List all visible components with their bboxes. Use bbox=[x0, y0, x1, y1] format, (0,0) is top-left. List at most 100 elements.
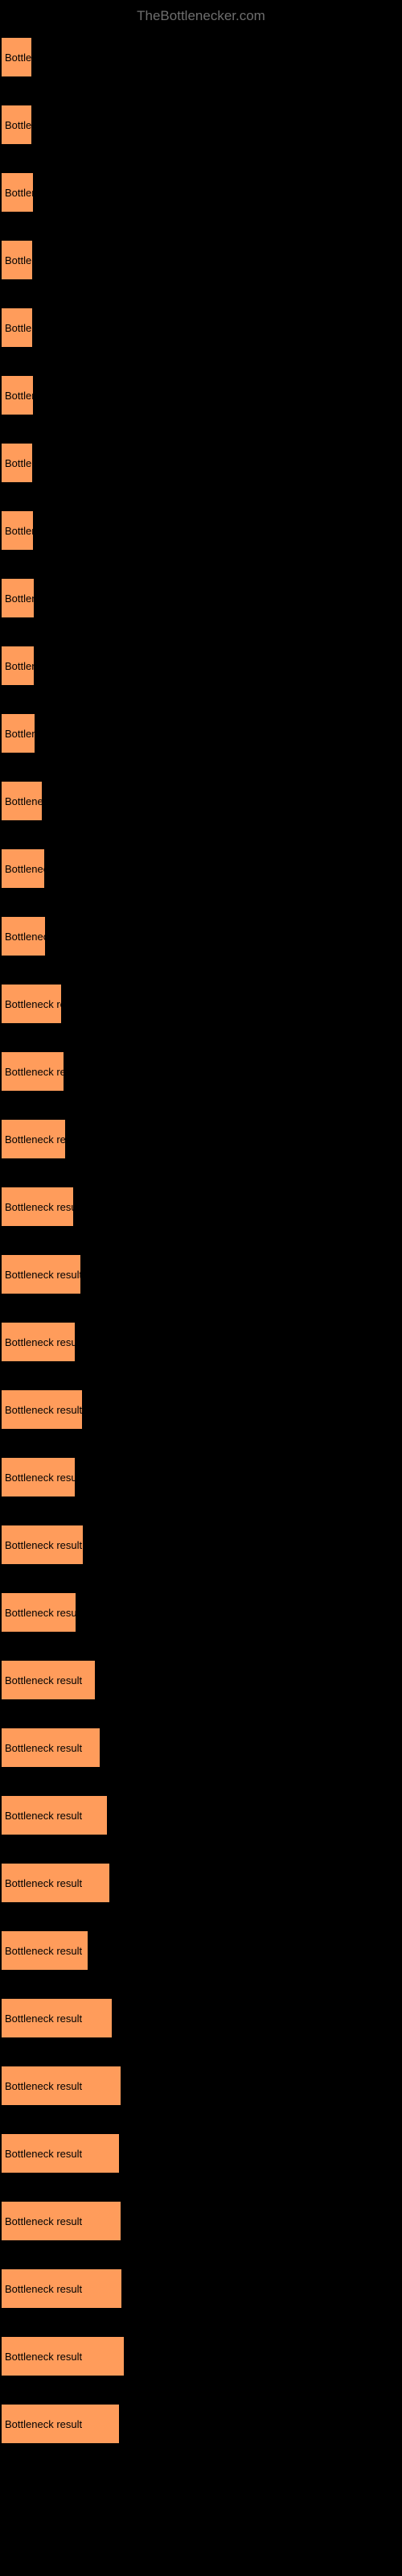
bar-row: Bottleneck re bbox=[0, 915, 402, 957]
bar-row: 49Bottleneck result bbox=[0, 2132, 402, 2174]
chart-bar: Bottleneck result bbox=[0, 2335, 125, 2377]
chart-bar: Bottleneck result bbox=[0, 1051, 65, 1092]
bar-label: Bottleneck bbox=[5, 187, 35, 199]
bar-label: Bottleneck result bbox=[5, 1810, 82, 1822]
bar-row: Bottleneck result bbox=[0, 1253, 402, 1295]
bar-label: Bottleneck bbox=[5, 525, 35, 537]
bar-label: Bottleneck result bbox=[5, 2215, 82, 2227]
chart-bar: Bottleneck bbox=[0, 239, 34, 281]
chart-bar: Bottleneck bbox=[0, 442, 34, 484]
bar-row: Bottleneck result bbox=[0, 1524, 402, 1566]
bar-row: Bottleneck re bbox=[0, 848, 402, 890]
bar-row: Bottleneck bbox=[0, 712, 402, 754]
chart-bar: Bottleneck result bbox=[0, 1186, 75, 1228]
bar-row: Bottleneck bbox=[0, 577, 402, 619]
chart-bar: Bottleneck bbox=[0, 104, 33, 146]
bar-label: Bottleneck result bbox=[5, 1201, 75, 1213]
chart-bar: Bottleneck result bbox=[0, 2065, 122, 2107]
bar-row: Bottleneck bbox=[0, 171, 402, 213]
bar-row: 50Bottleneck result bbox=[0, 2200, 402, 2242]
bar-label: Bottleneck result bbox=[5, 1742, 82, 1754]
chart-bar: Bottleneck bbox=[0, 712, 36, 754]
bar-row: Bottleneck result bbox=[0, 1456, 402, 1498]
chart-bar: Bottleneck bbox=[0, 171, 35, 213]
bar-row: Bottleneck bbox=[0, 442, 402, 484]
chart-bar: Bottleneck result bbox=[0, 1794, 109, 1836]
bar-label: Bottleneck result bbox=[5, 1472, 76, 1484]
chart-bar: Bottleneck result bbox=[0, 1659, 96, 1701]
bar-row: 4Bottleneck result bbox=[0, 1862, 402, 1904]
bar-row: Bottleneck bbox=[0, 239, 402, 281]
bar-label: Bottleneck result bbox=[5, 1269, 82, 1281]
bar-label: Bottleneck result bbox=[5, 2148, 82, 2160]
bar-row: Bottleneck result bbox=[0, 1591, 402, 1633]
chart-bar: Bottleneck result bbox=[0, 1253, 82, 1295]
bar-label: Bottleneck result bbox=[5, 1877, 82, 1889]
bar-label: Bottleneck bbox=[5, 254, 34, 266]
bar-row: Bottleneck bbox=[0, 645, 402, 687]
bar-label: Bottleneck result bbox=[5, 1539, 82, 1551]
bar-label: Bottleneck result bbox=[5, 2283, 82, 2295]
bar-label: Bottleneck result bbox=[5, 1945, 82, 1957]
bar-label: Bottleneck bbox=[5, 660, 35, 672]
bar-row: 4Bottleneck result bbox=[0, 1997, 402, 2039]
bar-row: Bottleneck bbox=[0, 104, 402, 146]
bar-row: Bottleneck result bbox=[0, 1051, 402, 1092]
bar-row: 4Bottleneck result bbox=[0, 1727, 402, 1769]
chart-bar: Bottleneck result bbox=[0, 2132, 121, 2174]
bar-row: Bottleneck bbox=[0, 510, 402, 551]
bar-row: 49Bottleneck result bbox=[0, 2403, 402, 2445]
bar-chart: Bottleneck Bottleneck Bottleneck Bottleneck… bbox=[0, 36, 402, 2445]
bar-label: Bottleneck result bbox=[5, 2080, 82, 2092]
chart-bar: Bottleneck result bbox=[0, 1727, 101, 1769]
bar-label: Bottleneck bbox=[5, 119, 33, 131]
bar-label: Bottleneck result bbox=[5, 1066, 65, 1078]
chart-bar: Bottleneck result bbox=[0, 2268, 123, 2310]
bar-label: Bottleneck bbox=[5, 322, 34, 334]
chart-bar: Bottleneck bbox=[0, 307, 34, 349]
chart-bar: Bottleneck bbox=[0, 36, 33, 78]
chart-bar: Bottleneck result bbox=[0, 1524, 84, 1566]
chart-bar: Bottleneck re bbox=[0, 848, 46, 890]
bar-label: Bottleneck result bbox=[5, 1133, 67, 1146]
bar-row: Bottleneck result bbox=[0, 1389, 402, 1430]
bar-label: Bottleneck bbox=[5, 52, 33, 64]
bar-row: 51Bottleneck result bbox=[0, 2335, 402, 2377]
bar-label: Bottleneck bbox=[5, 728, 36, 740]
bar-row: Bottleneck result bbox=[0, 983, 402, 1025]
chart-bar: Bottleneck bbox=[0, 374, 35, 416]
bar-label: Bottleneck result bbox=[5, 1607, 77, 1619]
chart-bar: Bottleneck result bbox=[0, 1997, 113, 2039]
bar-label: Bottleneck result bbox=[5, 2351, 82, 2363]
chart-bar: Bottleneck result bbox=[0, 1456, 76, 1498]
chart-bar: Bottleneck result bbox=[0, 1862, 111, 1904]
page-header: TheBottlenecker.com bbox=[0, 0, 402, 36]
bar-row: Bottleneck result bbox=[0, 1321, 402, 1363]
chart-bar: Bottleneck bbox=[0, 577, 35, 619]
bar-label: Bottleneck result bbox=[5, 2013, 82, 2025]
bar-label: Bottleneck re bbox=[5, 795, 43, 807]
bar-label: Bottleneck bbox=[5, 390, 35, 402]
chart-bar: Bottleneck bbox=[0, 510, 35, 551]
bar-label: Bottleneck result bbox=[5, 1404, 82, 1416]
bar-label: Bottleneck result bbox=[5, 1674, 82, 1686]
chart-bar: Bottleneck re bbox=[0, 915, 47, 957]
bar-label: Bottleneck result bbox=[5, 2418, 82, 2430]
chart-bar: Bottleneck re bbox=[0, 780, 43, 822]
bar-row: 50Bottleneck result bbox=[0, 2065, 402, 2107]
page-title: TheBottlenecker.com bbox=[137, 8, 265, 23]
bar-row: Bottleneck re bbox=[0, 780, 402, 822]
bar-row: Bottleneck result bbox=[0, 1930, 402, 1971]
bar-row: Bottleneck bbox=[0, 307, 402, 349]
chart-bar: Bottleneck result bbox=[0, 1118, 67, 1160]
bar-label: Bottleneck bbox=[5, 592, 35, 605]
chart-bar: Bottleneck result bbox=[0, 983, 63, 1025]
bar-label: Bottleneck result bbox=[5, 1336, 76, 1348]
bar-row: Bottleneck bbox=[0, 374, 402, 416]
bar-label: Bottleneck re bbox=[5, 863, 46, 875]
bar-label: Bottleneck bbox=[5, 457, 34, 469]
chart-bar: Bottleneck result bbox=[0, 1389, 84, 1430]
chart-bar: Bottleneck result bbox=[0, 1591, 77, 1633]
chart-bar: Bottleneck result bbox=[0, 2200, 122, 2242]
bar-label: Bottleneck re bbox=[5, 931, 47, 943]
